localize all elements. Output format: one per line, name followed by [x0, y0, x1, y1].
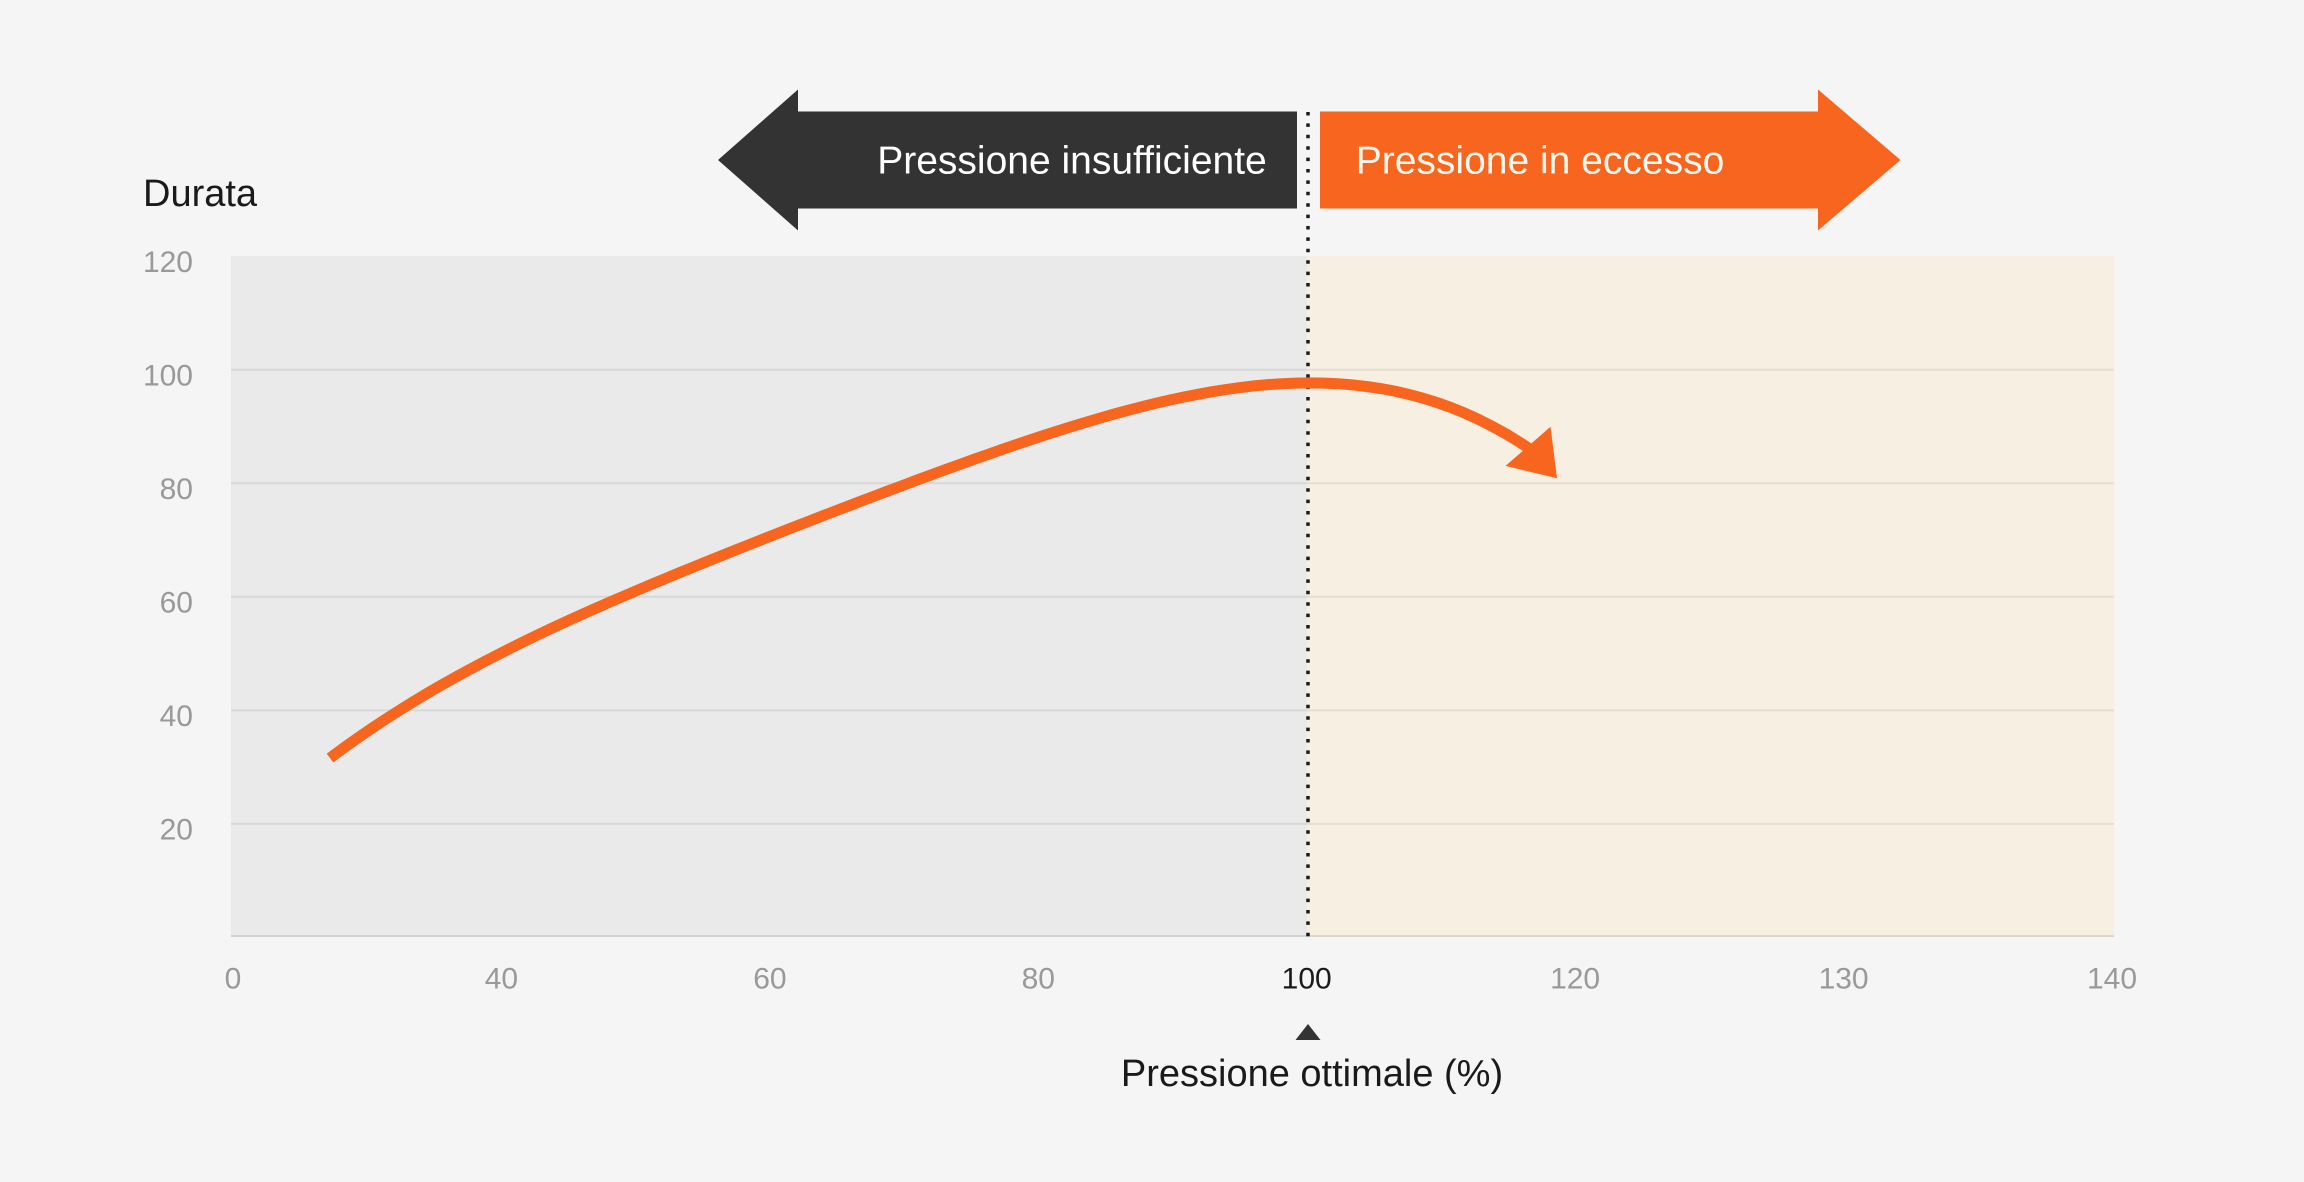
svg-text:140: 140 [2087, 963, 2137, 996]
svg-text:60: 60 [160, 586, 193, 619]
svg-text:40: 40 [160, 700, 193, 733]
svg-text:80: 80 [1022, 963, 1055, 996]
svg-text:Pressione in eccesso: Pressione in eccesso [1356, 140, 1725, 183]
svg-text:0: 0 [225, 963, 242, 996]
svg-text:Pressione ottimale (%): Pressione ottimale (%) [1121, 1053, 1503, 1095]
svg-text:100: 100 [1282, 963, 1332, 996]
svg-text:100: 100 [143, 359, 193, 392]
svg-text:Durata: Durata [143, 173, 258, 215]
svg-text:Pressione insufficiente: Pressione insufficiente [877, 140, 1267, 183]
svg-text:80: 80 [160, 473, 193, 506]
svg-text:120: 120 [143, 246, 193, 279]
svg-text:130: 130 [1819, 963, 1869, 996]
svg-text:20: 20 [160, 813, 193, 846]
svg-text:40: 40 [485, 963, 518, 996]
svg-text:60: 60 [753, 963, 786, 996]
svg-text:120: 120 [1550, 963, 1600, 996]
